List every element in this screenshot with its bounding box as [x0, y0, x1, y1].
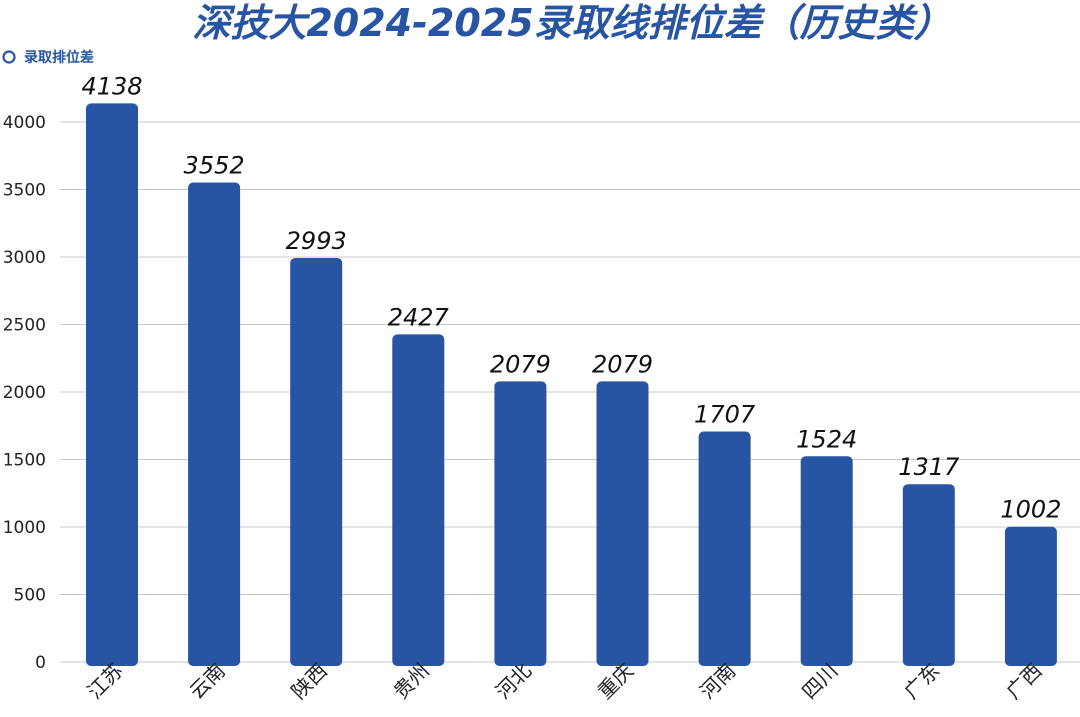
bar	[596, 381, 649, 666]
data-label: 2993	[286, 227, 347, 255]
y-tick-label: 4000	[3, 113, 46, 133]
data-label: 2079	[490, 350, 551, 378]
data-label: 3552	[184, 151, 245, 179]
y-axis-ticks: 0 500 1000 1500 2000 2500 3000 3500 4000	[3, 113, 46, 673]
bar	[188, 182, 241, 667]
y-tick-label: 1000	[3, 518, 46, 538]
data-label: 1317	[898, 453, 960, 481]
legend: 录取排位差	[2, 49, 94, 66]
y-tick-label: 3000	[3, 248, 46, 268]
bars	[86, 103, 1057, 667]
bar	[86, 103, 138, 667]
data-label: 4138	[81, 72, 142, 100]
bar	[800, 456, 853, 666]
data-label: 2427	[388, 303, 450, 331]
bar	[392, 334, 445, 666]
data-label: 1002	[1000, 496, 1061, 524]
y-tick-label: 2000	[3, 383, 46, 403]
legend-label: 录取排位差	[24, 49, 94, 66]
data-label: 1524	[796, 425, 857, 453]
bar	[902, 484, 955, 666]
y-tick-label: 0	[35, 653, 46, 673]
y-tick-label: 2500	[3, 316, 46, 336]
bar	[290, 257, 343, 666]
bar	[698, 431, 751, 666]
legend-marker-icon	[2, 50, 16, 64]
y-tick-label: 3500	[3, 181, 46, 201]
y-tick-label: 1500	[3, 451, 46, 471]
chart-title: 深技大2024-2025录取线排位差（历史类）	[192, 1, 951, 45]
bar	[1004, 526, 1057, 666]
y-tick-label: 500	[14, 586, 46, 606]
bar	[494, 381, 547, 666]
value-labels: 4138 3552 2993 2427 2079 2079 1707 1524 1317 1002	[81, 72, 1061, 523]
data-label: 2079	[592, 350, 653, 378]
data-label: 1707	[694, 401, 756, 429]
